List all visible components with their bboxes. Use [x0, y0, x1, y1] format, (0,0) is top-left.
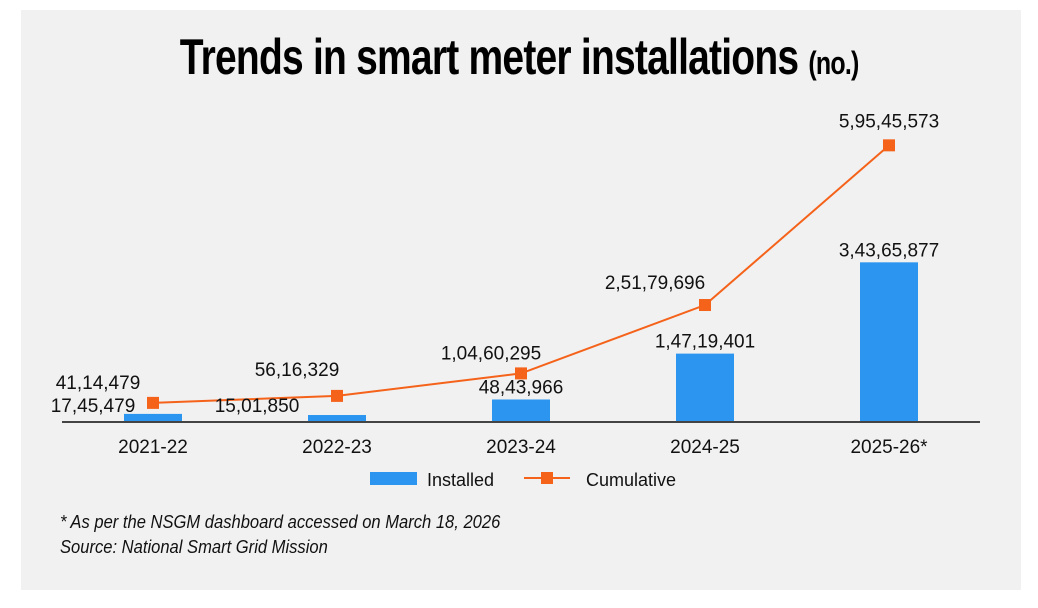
data-label-cumulative: 56,16,329	[255, 360, 340, 381]
data-label-cumulative: 1,04,60,295	[441, 343, 541, 364]
x-tick-label: 2024-25	[670, 437, 740, 458]
legend-cumulative-label: Cumulative	[586, 470, 676, 490]
legend-installed-swatch	[370, 472, 417, 485]
cumulative-marker	[331, 389, 343, 402]
data-label-cumulative: 41,14,479	[56, 373, 141, 394]
legend-cumulative-marker	[541, 472, 553, 484]
chart-title-unit: (no.)	[808, 45, 859, 81]
data-label-cumulative: 2,51,79,696	[605, 273, 705, 294]
cumulative-marker	[147, 396, 159, 409]
cumulative-marker	[699, 299, 711, 312]
bar-installed-2023-24	[492, 399, 550, 422]
chart-title-main: Trends in smart meter installations	[179, 29, 799, 85]
source-note: Source: National Smart Grid Mission	[60, 537, 328, 557]
bar-installed-2024-25	[676, 353, 734, 422]
cumulative-marker	[515, 367, 527, 380]
bars-group	[124, 262, 918, 422]
data-label-installed: 17,45,479	[51, 396, 136, 417]
chart-title: Trends in smart meter installations (no.…	[0, 28, 1038, 86]
data-label-installed: 48,43,966	[479, 377, 564, 398]
chart-panel	[21, 10, 1021, 590]
cumulative-line-group	[147, 139, 895, 409]
data-label-installed: 15,01,850	[215, 396, 300, 417]
x-tick-label: 2022-23	[302, 437, 372, 458]
bar-installed-2021-22	[124, 413, 182, 422]
footnote: * As per the NSGM dashboard accessed on …	[60, 512, 501, 532]
legend-installed-label: Installed	[427, 470, 494, 490]
data-label-installed: 1,47,19,401	[655, 332, 755, 353]
data-label-cumulative: 5,95,45,573	[839, 111, 939, 132]
bar-installed-2022-23	[308, 415, 366, 422]
bar-installed-2025-26	[860, 262, 918, 422]
cumulative-marker	[883, 139, 895, 152]
x-tick-label: 2023-24	[486, 437, 556, 458]
x-tick-label: 2025-26*	[850, 437, 928, 458]
data-label-installed: 3,43,65,877	[839, 240, 939, 261]
x-tick-labels: 2021-22 2022-23 2023-24 2024-25 2025-26*	[118, 437, 928, 458]
legend: Installed Cumulative	[370, 470, 676, 490]
x-tick-label: 2021-22	[118, 437, 188, 458]
